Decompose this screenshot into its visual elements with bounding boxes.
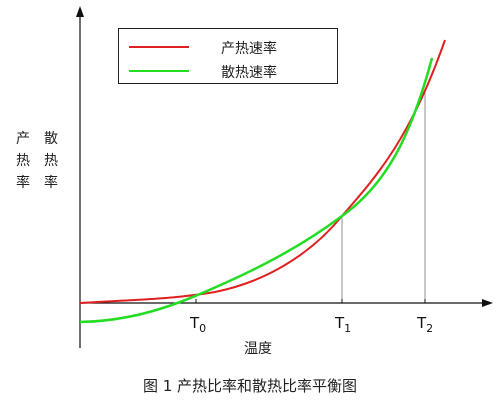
x-axis-label: 温度: [244, 341, 272, 357]
legend-swatch-heat-production: [129, 46, 189, 48]
y-label-char: 率: [16, 175, 30, 191]
legend-item-heat-dissipation: 散热速率: [119, 61, 337, 81]
y-label-char: 热: [16, 153, 30, 169]
y-label-char: 散: [44, 131, 58, 147]
y-label-char: 热: [44, 153, 58, 169]
x-axis-arrow: [482, 299, 493, 307]
y-label-char: 率: [44, 175, 58, 191]
series-line-heat-production: [79, 39, 446, 304]
legend-swatch-heat-dissipation: [129, 70, 189, 72]
series-line-heat-dissipation: [79, 57, 434, 324]
x-tick-label-t0: T0: [190, 314, 207, 335]
legend-label-heat-production: 产热速率: [221, 41, 277, 57]
x-tick-label-t1: T1: [335, 314, 352, 335]
figure-caption: 图 1 产热比率和散热比率平衡图: [142, 377, 358, 395]
legend-item-heat-production: 产热速率: [119, 37, 337, 57]
chart-legend: 产热速率 散热速率: [118, 28, 338, 84]
legend-label-heat-dissipation: 散热速率: [221, 65, 277, 81]
y-axis-arrow: [76, 6, 84, 17]
x-tick-label-t2: T2: [417, 314, 434, 335]
y-label-char: 产: [16, 131, 30, 147]
